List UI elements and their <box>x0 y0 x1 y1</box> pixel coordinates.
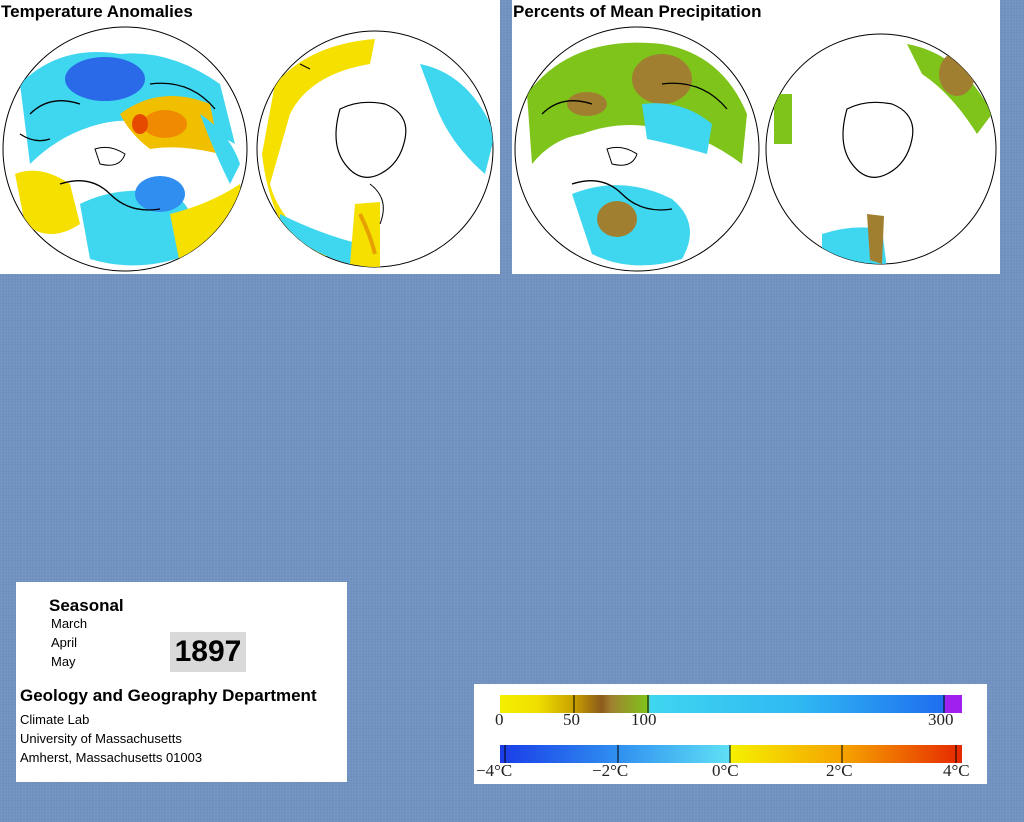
temp-label-minus4: −4°C <box>476 761 513 780</box>
precip-label-0: 0 <box>495 710 504 729</box>
precipitation-panel: Percents of Mean Precipitation <box>512 0 1000 274</box>
temperature-southern-map <box>256 30 494 268</box>
month-2: April <box>51 635 78 650</box>
season-label: Seasonal <box>49 596 124 615</box>
address: Amherst, Massachusetts 01003 <box>20 750 203 765</box>
temp-label-minus2: −2°C <box>592 761 629 780</box>
university-name: University of Massachusetts <box>20 731 182 746</box>
month-1: March <box>51 616 88 631</box>
temperature-northern-map <box>2 26 248 272</box>
department-name: Geology and Geography Department <box>20 686 317 705</box>
year-label: 1897 <box>170 632 246 672</box>
info-box: Seasonal March April May 1897 Geology an… <box>16 582 347 782</box>
precipitation-southern-map <box>765 33 997 265</box>
precip-label-50: 50 <box>563 710 580 729</box>
lab-name: Climate Lab <box>20 712 90 727</box>
precip-label-300: 300 <box>928 710 954 729</box>
temperature-title: Temperature Anomalies <box>0 0 196 24</box>
precip-label-100: 100 <box>631 710 657 729</box>
legend-box: 0 50 100 300 −4°C −2°C 0°C 2°C 4°C <box>474 684 987 784</box>
temp-label-0: 0°C <box>712 761 739 780</box>
precipitation-northern-map <box>514 26 760 272</box>
temperature-colorbar <box>500 745 962 763</box>
temperature-panel: Temperature Anomalies <box>0 0 500 274</box>
precipitation-colorbar <box>500 695 962 713</box>
temp-label-4: 4°C <box>943 761 970 780</box>
temp-label-2: 2°C <box>826 761 853 780</box>
month-3: May <box>51 654 76 669</box>
precipitation-title: Percents of Mean Precipitation <box>512 0 765 24</box>
